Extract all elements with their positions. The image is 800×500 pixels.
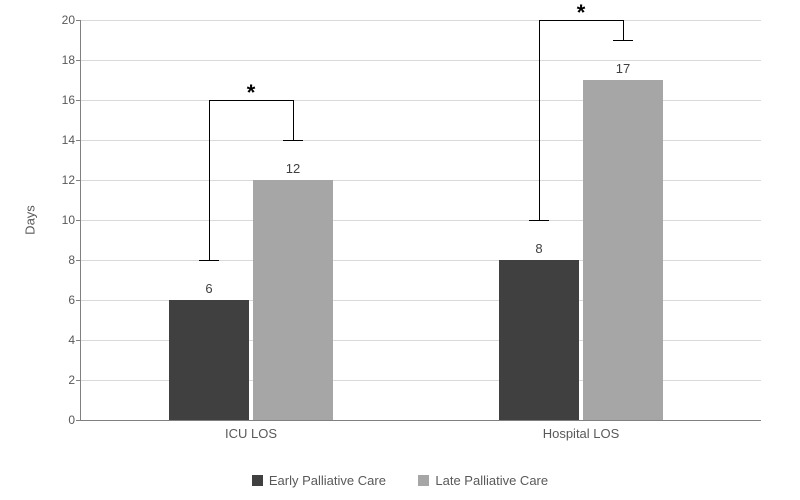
legend-item-late: Late Palliative Care: [418, 473, 548, 488]
ytick-label: 4: [68, 333, 75, 347]
significance-marker: *: [577, 2, 586, 24]
ytick-mark: [76, 220, 81, 221]
bar: 6: [169, 300, 249, 420]
ytick-mark: [76, 380, 81, 381]
ytick-label: 8: [68, 253, 75, 267]
bar: 17: [583, 80, 663, 420]
legend-swatch-late: [418, 475, 429, 486]
ytick-label: 20: [62, 13, 75, 27]
ytick-label: 10: [62, 213, 75, 227]
bar: 8: [499, 260, 579, 420]
ytick-label: 6: [68, 293, 75, 307]
significance-bracket: [199, 260, 219, 261]
ytick-mark: [76, 100, 81, 101]
legend-item-early: Early Palliative Care: [252, 473, 386, 488]
significance-bracket: [283, 140, 303, 141]
significance-bracket: [529, 220, 549, 221]
bar-value-label: 17: [616, 61, 630, 76]
y-axis-title: Days: [23, 205, 38, 235]
significance-bracket: [613, 40, 633, 41]
significance-bracket: [209, 100, 210, 260]
ytick-label: 14: [62, 133, 75, 147]
bar-value-label: 8: [535, 241, 542, 256]
bar: 12: [253, 180, 333, 420]
legend: Early Palliative Care Late Palliative Ca…: [0, 472, 800, 490]
ytick-mark: [76, 60, 81, 61]
significance-bracket: [539, 20, 540, 220]
ytick-mark: [76, 300, 81, 301]
significance-marker: *: [247, 82, 256, 104]
ytick-mark: [76, 340, 81, 341]
ytick-mark: [76, 260, 81, 261]
significance-bracket: [293, 100, 294, 140]
ytick-label: 18: [62, 53, 75, 67]
gridline: [81, 20, 761, 21]
legend-label-early: Early Palliative Care: [269, 473, 386, 488]
legend-swatch-early: [252, 475, 263, 486]
legend-label-late: Late Palliative Care: [435, 473, 548, 488]
ytick-mark: [76, 180, 81, 181]
bar-value-label: 6: [205, 281, 212, 296]
x-category-label: ICU LOS: [225, 426, 277, 441]
ytick-label: 2: [68, 373, 75, 387]
significance-bracket: [623, 20, 624, 40]
ytick-label: 16: [62, 93, 75, 107]
ytick-mark: [76, 20, 81, 21]
ytick-label: 12: [62, 173, 75, 187]
x-category-label: Hospital LOS: [543, 426, 620, 441]
chart-container: Days 02468101214161820612ICU LOS817Hospi…: [0, 0, 800, 500]
ytick-mark: [76, 420, 81, 421]
ytick-label: 0: [68, 413, 75, 427]
bar-value-label: 12: [286, 161, 300, 176]
ytick-mark: [76, 140, 81, 141]
gridline: [81, 60, 761, 61]
plot-area: 02468101214161820612ICU LOS817Hospital L…: [80, 20, 761, 421]
